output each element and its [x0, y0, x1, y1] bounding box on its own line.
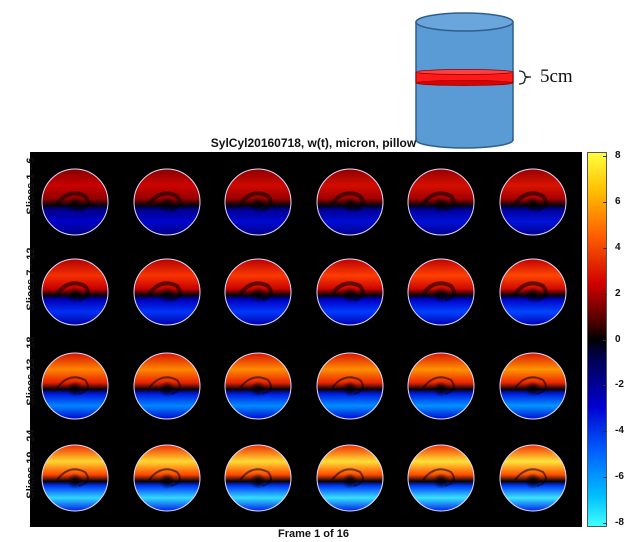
slice-swirl	[421, 281, 456, 302]
slice-center	[342, 287, 358, 303]
slice-swirl	[422, 376, 455, 395]
slice-swirl	[238, 191, 273, 212]
dimension-bracket	[518, 70, 532, 85]
dimension-label: 5cm	[540, 66, 573, 87]
row-label-4: Slices 19 - 24	[25, 429, 37, 499]
slice-swirl	[56, 376, 89, 395]
slice-swirl	[56, 468, 89, 487]
slice-center	[159, 287, 175, 303]
slice-center	[159, 473, 175, 489]
slice-center	[159, 197, 175, 213]
slice-center	[67, 381, 83, 397]
slice-swirl	[148, 468, 181, 487]
colorbar-tick-label: -2	[615, 379, 624, 391]
slice-center	[250, 197, 266, 213]
slice-swirl	[238, 281, 273, 302]
slice-center	[250, 473, 266, 489]
slice-center	[433, 197, 449, 213]
slice-center	[525, 287, 541, 303]
slice-swirl	[331, 468, 364, 487]
colorbar-tick-label: -6	[615, 471, 624, 483]
colorbar-tick	[603, 431, 607, 433]
colorbar-tick-label: 0	[615, 333, 621, 345]
colorbar-tick	[603, 523, 607, 524]
slice-center	[525, 473, 541, 489]
colorbar-tick-label: 4	[615, 241, 621, 253]
slice-center	[433, 381, 449, 397]
slice-swirl	[330, 281, 365, 302]
cylinder-diagram	[415, 12, 532, 149]
slice-swirl	[239, 468, 272, 487]
colorbar-tick	[603, 339, 607, 341]
colorbar-tick	[603, 201, 607, 203]
slice-center	[342, 197, 358, 213]
plot-title: SylCyl20160718, w(t), micron, pillow	[210, 136, 417, 150]
slice-swirl	[148, 376, 181, 395]
row-label-1: Slices 1 - 6	[25, 157, 37, 215]
colorbar-tick	[603, 293, 607, 295]
colorbar-tick-label: 8	[615, 150, 621, 161]
cylinder-top	[415, 12, 514, 32]
slice-center	[433, 473, 449, 489]
slice-swirl	[422, 468, 455, 487]
red-band-top	[415, 69, 514, 75]
colorbar-tick	[603, 385, 607, 387]
slice-center	[342, 381, 358, 397]
slice-center	[433, 287, 449, 303]
colorbar-tick-label: 2	[615, 287, 621, 299]
slice-swirl	[514, 468, 547, 487]
slice-center	[250, 287, 266, 303]
slice-swirl	[513, 191, 548, 212]
slice-swirl	[239, 376, 272, 395]
slice-center	[525, 381, 541, 397]
slice-center	[67, 287, 83, 303]
colorbar-tick-label: -8	[615, 517, 624, 528]
red-band-bottom	[415, 80, 514, 86]
slice-center	[159, 381, 175, 397]
colorbar-tick-label: -4	[615, 425, 624, 437]
row-label-2: Slices 7 - 12	[25, 247, 37, 311]
slice-swirl	[330, 191, 365, 212]
slice-swirl	[421, 191, 456, 212]
slice-swirl	[55, 281, 90, 302]
colorbar-tick	[603, 477, 607, 479]
slice-swirl	[147, 191, 182, 212]
slice-swirl	[147, 281, 182, 302]
colorbar-tick-label: 6	[615, 195, 621, 207]
slice-swirl	[55, 191, 90, 212]
slice-center	[342, 473, 358, 489]
slice-grid	[41, 168, 567, 512]
slice-center	[67, 473, 83, 489]
frame-label: Frame 1 of 16	[278, 528, 349, 540]
slice-center	[250, 381, 266, 397]
row-label-3: Slices 13 - 18	[25, 336, 37, 406]
slice-center	[67, 197, 83, 213]
colorbar-tick	[603, 247, 607, 249]
slice-swirl	[514, 376, 547, 395]
colorbar-tick	[603, 156, 607, 157]
slice-swirl	[513, 281, 548, 302]
slice-center	[525, 197, 541, 213]
slice-swirl	[331, 376, 364, 395]
slice-panel	[30, 152, 582, 527]
